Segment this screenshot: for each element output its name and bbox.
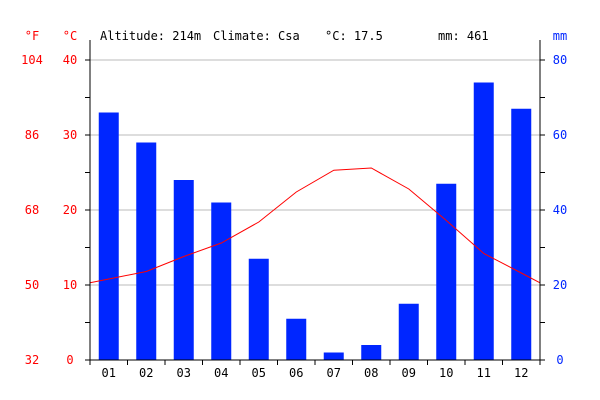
precipitation-bar	[511, 108, 532, 360]
temperature-line	[89, 167, 541, 284]
celsius-tick-label: 40	[63, 53, 77, 67]
month-tick-label: 05	[252, 366, 266, 380]
month-tick-label: 12	[514, 366, 528, 380]
fahrenheit-tick-label: 68	[25, 203, 39, 217]
month-tick-label: 11	[477, 366, 491, 380]
precipitation-bar	[136, 142, 157, 360]
celsius-tick-label: 10	[63, 278, 77, 292]
month-tick-label: 03	[177, 366, 191, 380]
precipitation-bar	[211, 202, 232, 360]
month-tick-label: 04	[214, 366, 228, 380]
celsius-unit-label: °C	[63, 29, 77, 43]
grid-lines	[90, 59, 540, 286]
mm-tick-label: 0	[556, 353, 563, 367]
month-tick-label: 09	[402, 366, 416, 380]
altitude-label: Altitude: 214m	[100, 29, 201, 43]
precipitation-bars	[98, 82, 532, 360]
precipitation-bar	[173, 180, 194, 360]
month-tick-label: 06	[289, 366, 303, 380]
month-tick-label: 10	[439, 366, 453, 380]
tick-labels: 0 10 20 30 40 32 50 68 86 104 0 20 40 60 80 01 02 03 04 05 0…	[21, 53, 567, 380]
mean-temp-label: °C: 17.5	[325, 29, 383, 43]
climate-label: Climate: Csa	[213, 29, 300, 43]
fahrenheit-tick-label: 50	[25, 278, 39, 292]
mm-unit-label: mm	[553, 29, 567, 43]
mm-tick-label: 80	[553, 53, 567, 67]
precipitation-bar	[323, 352, 344, 360]
precip-total-label: mm: 461	[438, 29, 489, 43]
fahrenheit-tick-label: 104	[21, 53, 43, 67]
fahrenheit-unit-label: °F	[25, 29, 39, 43]
mm-tick-label: 60	[553, 128, 567, 142]
celsius-tick-label: 0	[66, 353, 73, 367]
precipitation-bar	[473, 82, 494, 360]
month-tick-label: 08	[364, 366, 378, 380]
month-tick-label: 02	[139, 366, 153, 380]
month-tick-label: 07	[327, 366, 341, 380]
precipitation-bar	[398, 303, 419, 360]
month-tick-label: 01	[102, 366, 116, 380]
temperature-line-group	[89, 167, 541, 284]
celsius-tick-label: 30	[63, 128, 77, 142]
precipitation-bar	[98, 112, 119, 360]
precipitation-bar	[248, 258, 269, 360]
axes	[85, 40, 545, 365]
mm-tick-label: 20	[553, 278, 567, 292]
fahrenheit-tick-label: 32	[25, 353, 39, 367]
fahrenheit-tick-label: 86	[25, 128, 39, 142]
precipitation-bar	[436, 183, 457, 360]
precipitation-bar	[361, 345, 382, 360]
precipitation-bar	[286, 318, 307, 360]
celsius-tick-label: 20	[63, 203, 77, 217]
mm-tick-label: 40	[553, 203, 567, 217]
